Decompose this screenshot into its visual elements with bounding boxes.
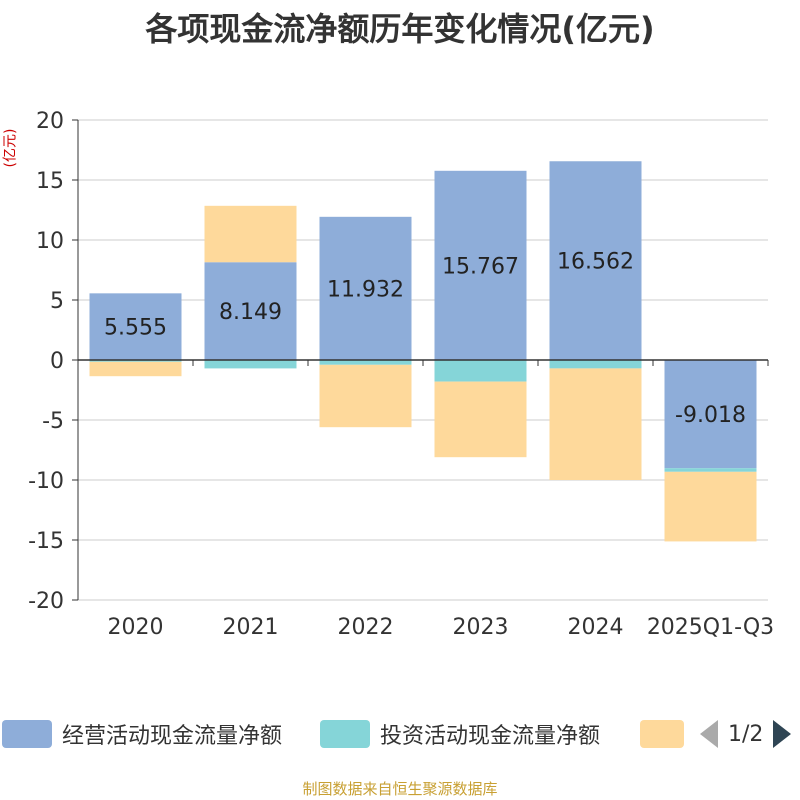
x-tick-label: 2021 [223, 615, 279, 640]
bar-investing [549, 360, 642, 369]
data-label: 5.555 [104, 316, 167, 341]
chart-area: 20 15 10 5 0 -5 -10 -15 -20 5.555 2020 8.149 2021 11.… [28, 109, 774, 640]
bar-financing [319, 364, 412, 428]
bar-operating [319, 216, 412, 360]
legend-item-investing[interactable]: 投资活动现金流量净额 [320, 718, 600, 750]
legend-item-operating[interactable]: 经营活动现金流量净额 [2, 718, 282, 750]
legend-item-financing[interactable] [640, 718, 684, 750]
y-tick-label: 5 [50, 289, 64, 314]
y-tick-label: 10 [36, 229, 64, 254]
pager-text: 1/2 [728, 721, 764, 747]
x-tick-label: 2022 [338, 615, 394, 640]
bar-financing [204, 205, 297, 263]
bar-operating [89, 293, 182, 360]
bar-investing [89, 360, 182, 362]
bar-financing [434, 381, 527, 458]
data-label: 16.562 [557, 250, 634, 275]
legend-pager: 1/2 [700, 718, 792, 750]
bar-operating [664, 360, 757, 469]
y-tick-label: -15 [28, 529, 64, 554]
data-label: 8.149 [219, 300, 282, 325]
y-tick-label: -10 [28, 469, 64, 494]
legend: 经营活动现金流量净额 投资活动现金流量净额 1/2 [0, 712, 800, 756]
legend-label-investing: 投资活动现金流量净额 [380, 724, 601, 749]
bar-financing [549, 368, 642, 480]
data-label: 11.932 [327, 277, 404, 302]
y-tick-label: 0 [50, 349, 64, 374]
x-tick-label: 2023 [453, 615, 509, 640]
y-tick-label: 20 [36, 109, 64, 134]
x-tick-label: 2024 [568, 615, 624, 640]
bar-investing [434, 360, 527, 382]
bar-financing [89, 361, 182, 377]
x-tick-label: 2020 [108, 615, 164, 640]
bar-operating [549, 161, 642, 360]
source-note: 制图数据来自恒生聚源数据库 [302, 780, 498, 798]
pager-next-icon[interactable] [773, 720, 792, 748]
legend-swatch-operating [2, 720, 52, 748]
data-label: 15.767 [442, 254, 519, 279]
bar-financing [664, 471, 757, 542]
bar-operating [204, 262, 297, 360]
bar-operating [434, 170, 527, 360]
chart-title: 各项现金流净额历年变化情况(亿元) [145, 10, 655, 48]
legend-swatch-financing [640, 720, 684, 748]
y-tick-label: 15 [36, 169, 64, 194]
data-label: -9.018 [675, 403, 746, 428]
legend-swatch-investing [320, 720, 370, 748]
bar-investing [664, 468, 757, 472]
x-tick-label: 2025Q1-Q3 [647, 615, 774, 640]
y-tick-label: -5 [42, 409, 64, 434]
y-tick-label: -20 [28, 589, 64, 614]
pager-prev-icon[interactable] [700, 720, 718, 748]
bar-investing [319, 360, 412, 365]
bar-investing [204, 360, 297, 369]
legend-label-operating: 经营活动现金流量净额 [62, 724, 283, 749]
